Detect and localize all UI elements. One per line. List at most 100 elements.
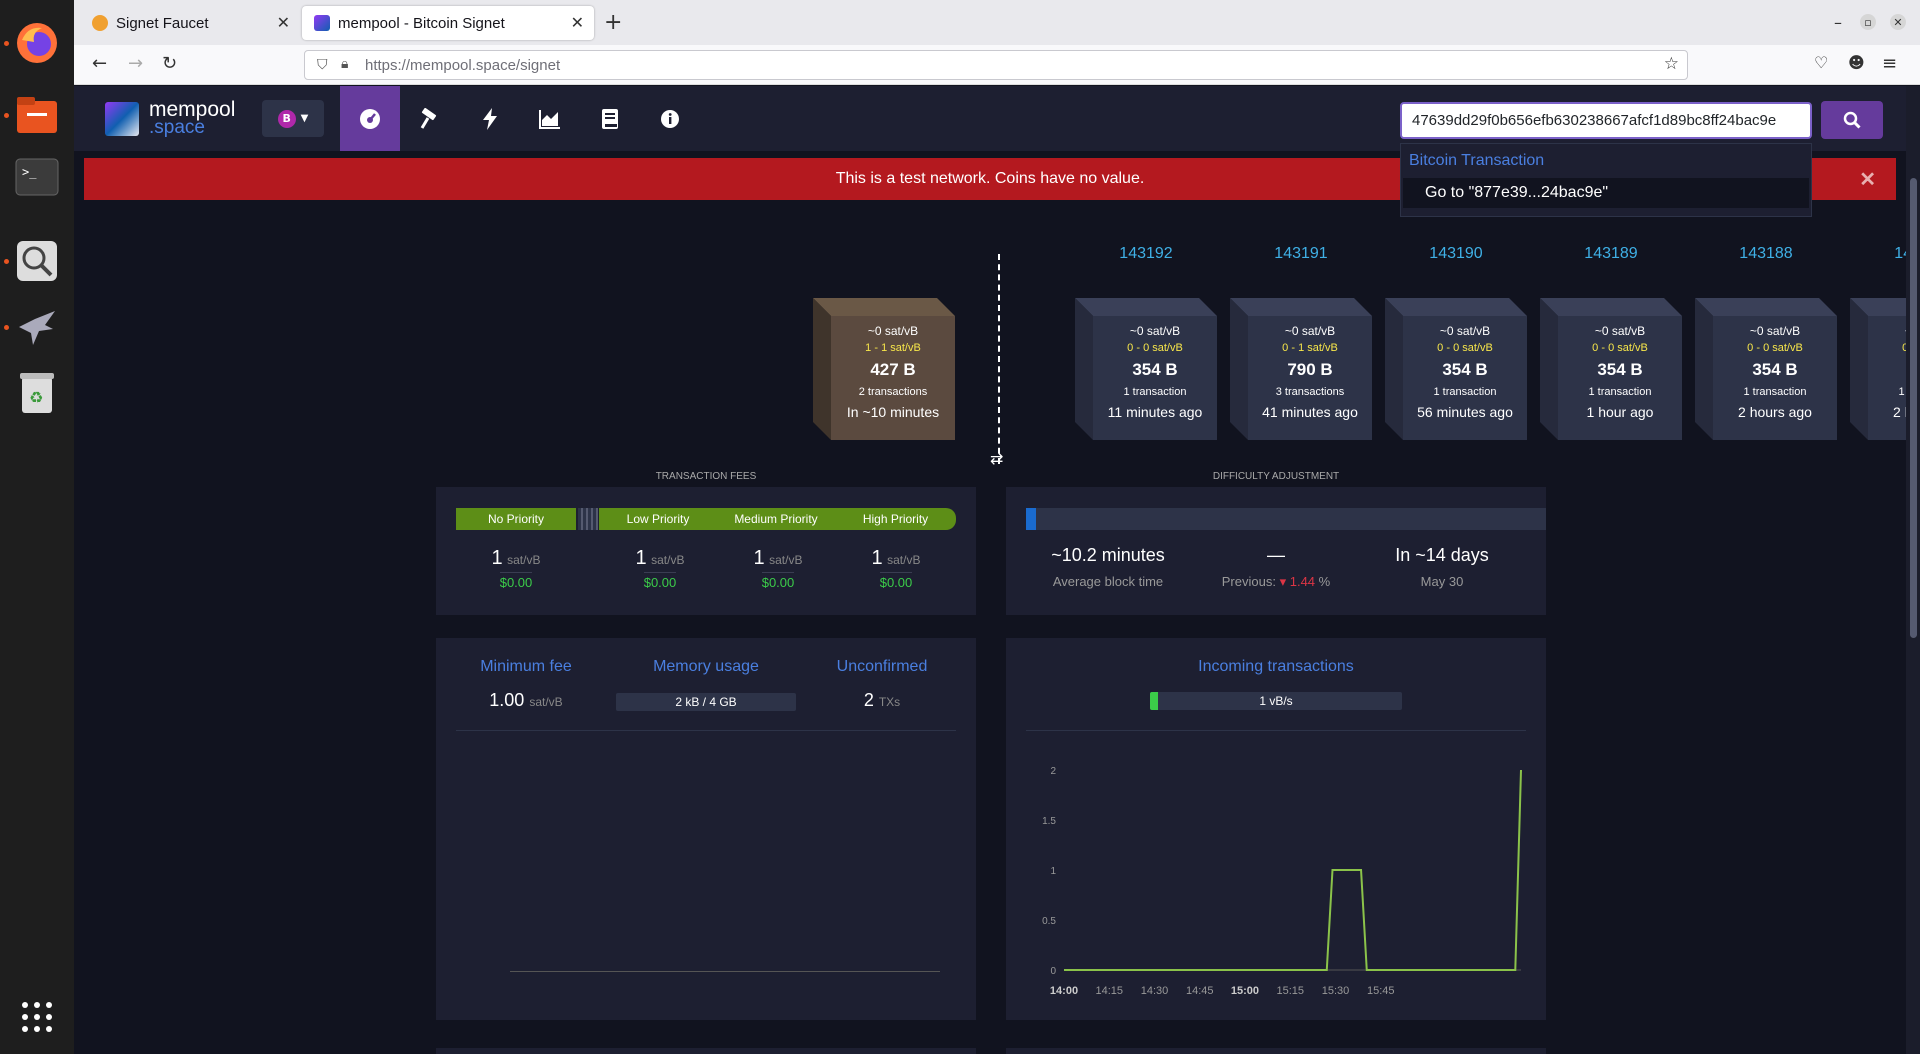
terminal-icon[interactable]: >_ <box>10 150 64 204</box>
x-tick-label: 15:15 <box>1276 985 1304 997</box>
about-nav-icon[interactable] <box>640 86 700 151</box>
next-retarget: In ~14 days May 30 <box>1395 545 1489 589</box>
difficulty-card: ~10.2 minutes Average block time — Previ… <box>1006 487 1546 615</box>
next-card-right <box>1006 1048 1546 1054</box>
close-tab-icon[interactable]: ✕ <box>276 15 290 32</box>
browser-tab-bar: Signet Faucet ✕ mempool - Bitcoin Signet… <box>74 0 1920 45</box>
fee-gap-segment <box>578 508 598 530</box>
lock-icon: 🔒︎ <box>341 55 349 71</box>
suggestion-header: Bitcoin Transaction <box>1409 152 1545 169</box>
difficulty-section-title: DIFFICULTY ADJUSTMENT <box>1212 471 1340 482</box>
url-bar[interactable]: ⛉ 🔒︎ https://mempool.space/signet ☆ <box>304 50 1688 80</box>
app-header: mempool .space B ▼ <box>74 86 1906 151</box>
back-icon[interactable]: ← <box>92 53 108 74</box>
mempool-chain-divider <box>998 254 1000 464</box>
fee-value-no-priority: 1 sat/vB $0.00 <box>491 547 541 590</box>
network-selector[interactable]: B ▼ <box>262 100 324 137</box>
bookmark-star-icon[interactable]: ☆ <box>1663 54 1679 73</box>
block-height-link[interactable]: 143188 <box>1739 245 1793 262</box>
suggestion-item[interactable]: Go to "877e39...24bac9e" <box>1403 178 1809 208</box>
incoming-series-line <box>1064 769 1522 971</box>
new-tab-icon[interactable]: + <box>604 10 623 35</box>
y-tick-label: 1.5 <box>1042 816 1056 827</box>
graphs-nav-icon[interactable] <box>520 86 580 151</box>
search-tool-icon[interactable] <box>10 234 64 288</box>
firefox-icon[interactable] <box>10 16 64 70</box>
chevron-down-icon: ▼ <box>300 113 309 124</box>
page-scrollbar[interactable] <box>1906 86 1920 1054</box>
mempool-block[interactable]: ~0 sat/vB 1 - 1 sat/vB 427 B 2 transacti… <box>813 298 955 458</box>
files-icon[interactable] <box>10 88 64 142</box>
bitcoin-network-icon: B <box>277 109 296 128</box>
fee-value-low: 1 sat/vB $0.00 <box>635 547 685 590</box>
forward-icon[interactable]: → <box>128 53 144 74</box>
bird-app-icon[interactable] <box>10 300 64 354</box>
block-height-link[interactable]: 143189 <box>1584 245 1638 262</box>
y-tick-label: 0 <box>1050 966 1056 977</box>
x-tick-label: 15:45 <box>1367 985 1395 997</box>
logo-mark <box>105 102 139 136</box>
medium-priority-segment: Medium Priority <box>717 508 835 530</box>
incoming-divider <box>1026 730 1526 731</box>
incoming-rate-label: 1 vB/s <box>1259 694 1293 708</box>
search-icon <box>1843 111 1861 129</box>
x-tick-label: 14:15 <box>1095 985 1123 997</box>
close-tab-icon[interactable]: ✕ <box>570 15 584 32</box>
x-tick-label: 15:30 <box>1322 985 1350 997</box>
mining-nav-icon[interactable] <box>400 86 460 151</box>
svg-text:♻: ♻ <box>29 388 43 407</box>
x-tick-label: 14:45 <box>1186 985 1214 997</box>
block-height-link[interactable]: 143187 <box>1894 245 1906 262</box>
search-input[interactable]: 47639dd29f0b656efb630238667afcf1d89bc8ff… <box>1400 102 1812 139</box>
incoming-transactions-chart: 0 0.5 1 1.5 2 14:00 14:15 14:30 14:45 15:00 15:15 1… <box>1042 766 1522 997</box>
mempool-app: mempool .space B ▼ <box>74 86 1906 1054</box>
incoming-rate-bar: 1 vB/s <box>1150 692 1402 710</box>
ubuntu-dock: >_ ♻ <box>0 0 74 1054</box>
docs-nav-icon[interactable] <box>580 86 640 151</box>
fees-section-title: TRANSACTION FEES <box>655 471 757 482</box>
tab-mempool[interactable]: mempool - Bitcoin Signet ✕ <box>302 6 594 40</box>
minimum-fee-stat: Minimum fee 1.00 sat/vB <box>480 658 572 710</box>
maximize-icon[interactable]: ▫ <box>1860 14 1876 30</box>
extension-icon[interactable]: ☻ <box>1848 53 1865 72</box>
dashboard-nav-icon[interactable] <box>340 86 400 151</box>
incoming-title: Incoming transactions <box>1198 658 1354 675</box>
search-button[interactable] <box>1821 101 1883 139</box>
difficulty-progress-bar <box>1026 508 1546 530</box>
pocket-icon[interactable]: ♡ <box>1814 53 1829 72</box>
memory-usage-stat: Memory usage 2 kB / 4 GB <box>616 658 796 711</box>
menu-icon[interactable]: ≡ <box>1882 53 1898 74</box>
y-tick-label: 1 <box>1050 866 1056 877</box>
next-card-left <box>436 1048 976 1054</box>
faucet-favicon-icon <box>92 15 108 31</box>
unconfirmed-stat: Unconfirmed 2 TXs <box>836 658 928 710</box>
close-window-icon[interactable]: ✕ <box>1890 14 1906 30</box>
block-height-link[interactable]: 143191 <box>1274 245 1328 262</box>
incoming-transactions-card: Incoming transactions 1 vB/s 0 0.5 1 1.5 2 14… <box>1006 638 1546 1020</box>
transaction-fees-card: No Priority Low Priority Medium Priority… <box>436 487 976 615</box>
mempool-logo[interactable]: mempool .space <box>105 99 235 137</box>
x-tick-label: 14:30 <box>1141 985 1169 997</box>
search-suggestions: Bitcoin Transaction Go to "877e39...24ba… <box>1400 143 1812 217</box>
empty-chart-baseline <box>510 971 940 972</box>
block-height-link[interactable]: 143192 <box>1119 245 1173 262</box>
x-tick-label: 14:00 <box>1050 985 1078 997</box>
minimize-icon[interactable]: – <box>1834 12 1842 32</box>
reload-icon[interactable]: ↻ <box>162 53 178 74</box>
browser-nav-bar: ← → ↻ ⛉ 🔒︎ https://mempool.space/signet … <box>74 45 1920 85</box>
app-grid-icon[interactable] <box>10 990 64 1044</box>
y-tick-label: 2 <box>1050 766 1056 777</box>
trash-icon[interactable]: ♻ <box>10 366 64 420</box>
fee-priority-bar: No Priority Low Priority Medium Priority… <box>456 508 956 530</box>
swap-arrows-icon[interactable]: ⇄ <box>990 449 1004 468</box>
close-banner-icon[interactable]: ✕ <box>1859 169 1876 191</box>
lightning-nav-icon[interactable] <box>460 86 520 151</box>
block-height-link[interactable]: 143190 <box>1429 245 1483 262</box>
tab-signet-faucet[interactable]: Signet Faucet ✕ <box>80 6 300 40</box>
